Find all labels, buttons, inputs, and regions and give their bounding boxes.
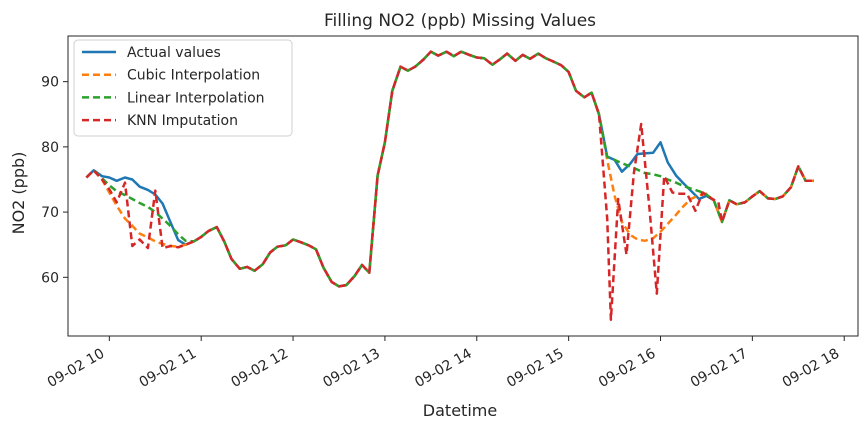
y-tick-label: 90 <box>41 75 59 91</box>
legend-label: Linear Interpolation <box>127 90 265 106</box>
x-axis-title: Datetime <box>423 401 497 420</box>
legend-label: KNN Imputation <box>127 113 238 129</box>
y-tick-label: 80 <box>41 140 59 156</box>
legend-label: Actual values <box>127 45 221 61</box>
chart-title: Filling NO2 (ppb) Missing Values <box>324 11 596 31</box>
y-axis-title: NO2 (ppb) <box>9 152 28 235</box>
y-axis: 60 70 80 90 <box>41 75 68 286</box>
legend: Actual values Cubic Interpolation Linear I… <box>73 39 293 137</box>
plot-frame <box>67 35 859 337</box>
series-line-3 <box>85 50 814 321</box>
y-tick-label: 60 <box>41 270 59 286</box>
legend-label: Cubic Interpolation <box>127 68 260 84</box>
legend-box <box>73 39 293 137</box>
series-layer <box>85 50 814 321</box>
y-tick-label: 70 <box>41 205 59 221</box>
